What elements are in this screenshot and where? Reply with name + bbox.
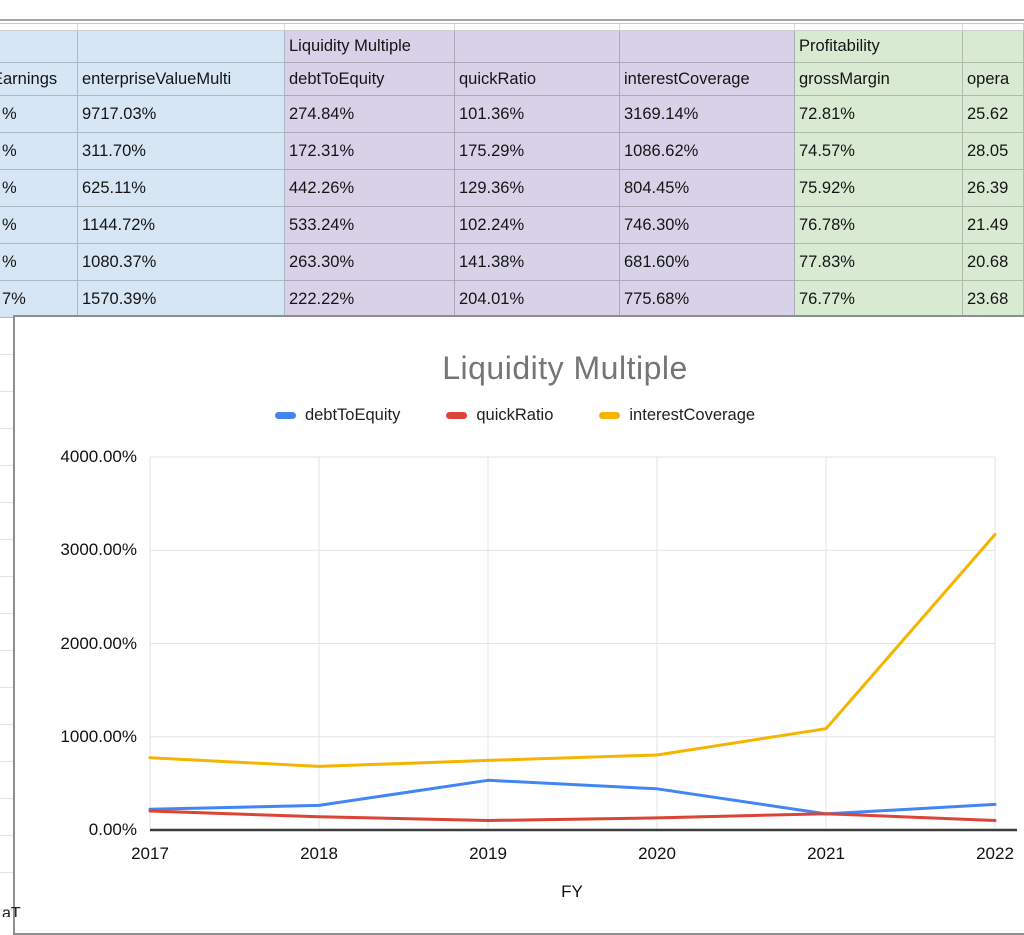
partial-cell xyxy=(795,24,963,31)
partial-cell xyxy=(0,24,78,31)
table-cell[interactable]: 77.83% xyxy=(795,244,963,281)
table-cell[interactable]: 746.30% xyxy=(620,207,795,244)
group-header-cell[interactable] xyxy=(0,31,78,63)
column-header-cell[interactable]: quickRatio xyxy=(455,63,620,96)
chart-title: Liquidity Multiple xyxy=(442,350,688,386)
partial-cell xyxy=(963,24,1024,31)
x-tick-label: 2021 xyxy=(807,844,845,863)
table-cell[interactable]: % xyxy=(0,244,78,281)
table-cell[interactable]: 26.39 xyxy=(963,170,1024,207)
y-tick-label: 1000.00% xyxy=(60,726,137,746)
table-cell[interactable]: % xyxy=(0,133,78,170)
table-cell[interactable]: 76.78% xyxy=(795,207,963,244)
table-cell[interactable]: 1570.39% xyxy=(78,281,285,318)
table-cell[interactable]: 101.36% xyxy=(455,96,620,133)
table-cell[interactable]: 533.24% xyxy=(285,207,455,244)
table-cell[interactable]: 21.49 xyxy=(963,207,1024,244)
legend-swatch-icon xyxy=(599,411,621,419)
table-cell[interactable]: 129.36% xyxy=(455,170,620,207)
column-header-cell[interactable]: grossMargin xyxy=(795,63,963,96)
table-cell[interactable]: 1080.37% xyxy=(78,244,285,281)
table-cell[interactable]: 263.30% xyxy=(285,244,455,281)
table-cell[interactable]: 102.24% xyxy=(455,207,620,244)
legend-label: quickRatio xyxy=(476,405,554,424)
table-cell[interactable]: 72.81% xyxy=(795,96,963,133)
group-header-cell[interactable] xyxy=(78,31,285,63)
footer-text-fragment: aT xyxy=(2,905,21,917)
legend-label: debtToEquity xyxy=(304,405,401,424)
table-cell[interactable]: 222.22% xyxy=(285,281,455,318)
table-cell[interactable]: 9717.03% xyxy=(78,96,285,133)
table-cell[interactable]: 20.68 xyxy=(963,244,1024,281)
table-cell[interactable]: 442.26% xyxy=(285,170,455,207)
table-cell[interactable]: 3169.14% xyxy=(620,96,795,133)
partial-cell xyxy=(78,24,285,31)
table-cell[interactable]: 1086.62% xyxy=(620,133,795,170)
partial-cell xyxy=(620,24,795,31)
group-header-cell[interactable]: Profitability xyxy=(795,31,963,63)
table-cell[interactable]: 75.92% xyxy=(795,170,963,207)
legend-swatch-icon xyxy=(446,411,468,419)
sheet-top-margin xyxy=(0,0,1024,19)
legend-item-debtToEquity: debtToEquity xyxy=(274,405,401,425)
legend-item-quickRatio: quickRatio xyxy=(446,406,553,425)
series-line-interestCoverage xyxy=(148,533,997,768)
group-header-cell[interactable] xyxy=(963,31,1024,63)
partial-cell xyxy=(455,24,620,31)
column-header-cell[interactable]: debtToEquity xyxy=(285,63,455,96)
table-cell[interactable]: 175.29% xyxy=(455,133,620,170)
table-cell[interactable]: 76.77% xyxy=(795,281,963,318)
table-cell[interactable]: 311.70% xyxy=(78,133,285,170)
legend-item-interestCoverage: interestCoverage xyxy=(599,406,755,425)
table-cell[interactable]: 681.60% xyxy=(620,244,795,281)
column-header-cell[interactable]: Earnings xyxy=(0,63,78,96)
table-cell[interactable]: 625.11% xyxy=(78,170,285,207)
legend-label: interestCoverage xyxy=(629,405,756,424)
freeze-pane-divider xyxy=(0,19,1024,24)
sheet-row-gridlines xyxy=(0,318,13,917)
table-cell[interactable]: 25.62 xyxy=(963,96,1024,133)
table-cell[interactable]: 141.38% xyxy=(455,244,620,281)
y-tick-label: 0.00% xyxy=(88,820,137,839)
table-cell[interactable]: 23.68 xyxy=(963,281,1024,318)
chart-area: Liquidity Multiple debtToEquity quickRati… xyxy=(15,317,1024,919)
column-header-cell[interactable]: enterpriseValueMulti xyxy=(78,63,285,96)
partial-cell xyxy=(285,24,455,31)
table-cell[interactable]: % xyxy=(0,96,78,133)
table-cell[interactable]: % xyxy=(0,207,78,244)
x-tick-label: 2020 xyxy=(638,844,676,863)
x-axis-title: FY xyxy=(561,882,583,901)
y-tick-label: 4000.00% xyxy=(60,447,137,466)
group-header-cell[interactable] xyxy=(620,31,795,63)
line-chart xyxy=(148,456,1017,832)
table-cell[interactable]: 7% xyxy=(0,281,78,318)
y-tick-label: 3000.00% xyxy=(60,540,137,560)
legend-swatch-icon xyxy=(274,411,296,419)
table-cell[interactable]: 204.01% xyxy=(455,281,620,318)
partial-sheet-row xyxy=(0,24,1024,31)
x-tick-label: 2022 xyxy=(976,844,1014,863)
table-cell[interactable]: 804.45% xyxy=(620,170,795,207)
table-cell[interactable]: 172.31% xyxy=(285,133,455,170)
y-tick-label: 2000.00% xyxy=(60,633,137,653)
group-header-cell[interactable] xyxy=(455,31,620,63)
x-tick-label: 2017 xyxy=(131,844,169,863)
x-tick-label: 2018 xyxy=(300,844,338,863)
table-cell[interactable]: % xyxy=(0,170,78,207)
x-tick-label: 2019 xyxy=(469,844,507,863)
table-cell[interactable]: 775.68% xyxy=(620,281,795,318)
series-line-debtToEquity xyxy=(148,778,997,816)
table-cell[interactable]: 28.05 xyxy=(963,133,1024,170)
column-header-cell[interactable]: opera xyxy=(963,63,1024,96)
financial-table: Liquidity Multiple Profitability Earningse… xyxy=(0,31,1024,318)
table-cell[interactable]: 1144.72% xyxy=(78,207,285,244)
group-header-cell[interactable]: Liquidity Multiple xyxy=(285,31,455,63)
series-line-quickRatio xyxy=(148,809,997,822)
chart-card[interactable]: Liquidity Multiple debtToEquity quickRati… xyxy=(13,315,1024,935)
table-cell[interactable]: 274.84% xyxy=(285,96,455,133)
table-cell[interactable]: 74.57% xyxy=(795,133,963,170)
column-header-cell[interactable]: interestCoverage xyxy=(620,63,795,96)
chart-legend: debtToEquity quickRatio interestCoverage xyxy=(15,403,1015,427)
